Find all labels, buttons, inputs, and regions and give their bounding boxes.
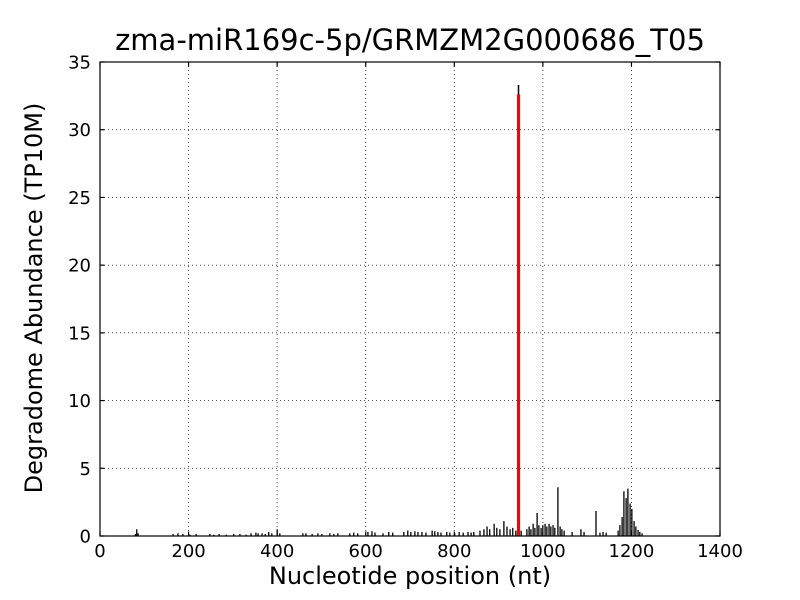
x-tick-label: 200: [171, 541, 205, 562]
y-tick-label: 0: [80, 527, 91, 548]
x-tick-label: 1200: [609, 541, 655, 562]
y-tick-label: 20: [68, 256, 91, 277]
axes-border: [99, 61, 721, 537]
chart-title: zma-miR169c-5p/GRMZM2G000686_T05: [115, 23, 705, 57]
y-tick-label: 30: [68, 120, 91, 141]
x-tick-label: 1400: [697, 541, 743, 562]
x-tick-label: 1000: [520, 541, 566, 562]
y-tick-label: 35: [68, 53, 91, 74]
x-tick-label: 400: [260, 541, 294, 562]
y-tick-label: 15: [68, 323, 91, 344]
x-tick-label: 0: [94, 541, 105, 562]
y-tick-label: 25: [68, 188, 91, 209]
y-tick-label: 5: [80, 459, 91, 480]
y-tick-label: 10: [68, 391, 91, 412]
x-tick-label: 800: [437, 541, 471, 562]
y-axis-label: Degradome Abundance (TP10M): [20, 102, 48, 494]
x-axis-label: Nucleotide position (nt): [268, 562, 552, 590]
x-tick-label: 600: [349, 541, 383, 562]
